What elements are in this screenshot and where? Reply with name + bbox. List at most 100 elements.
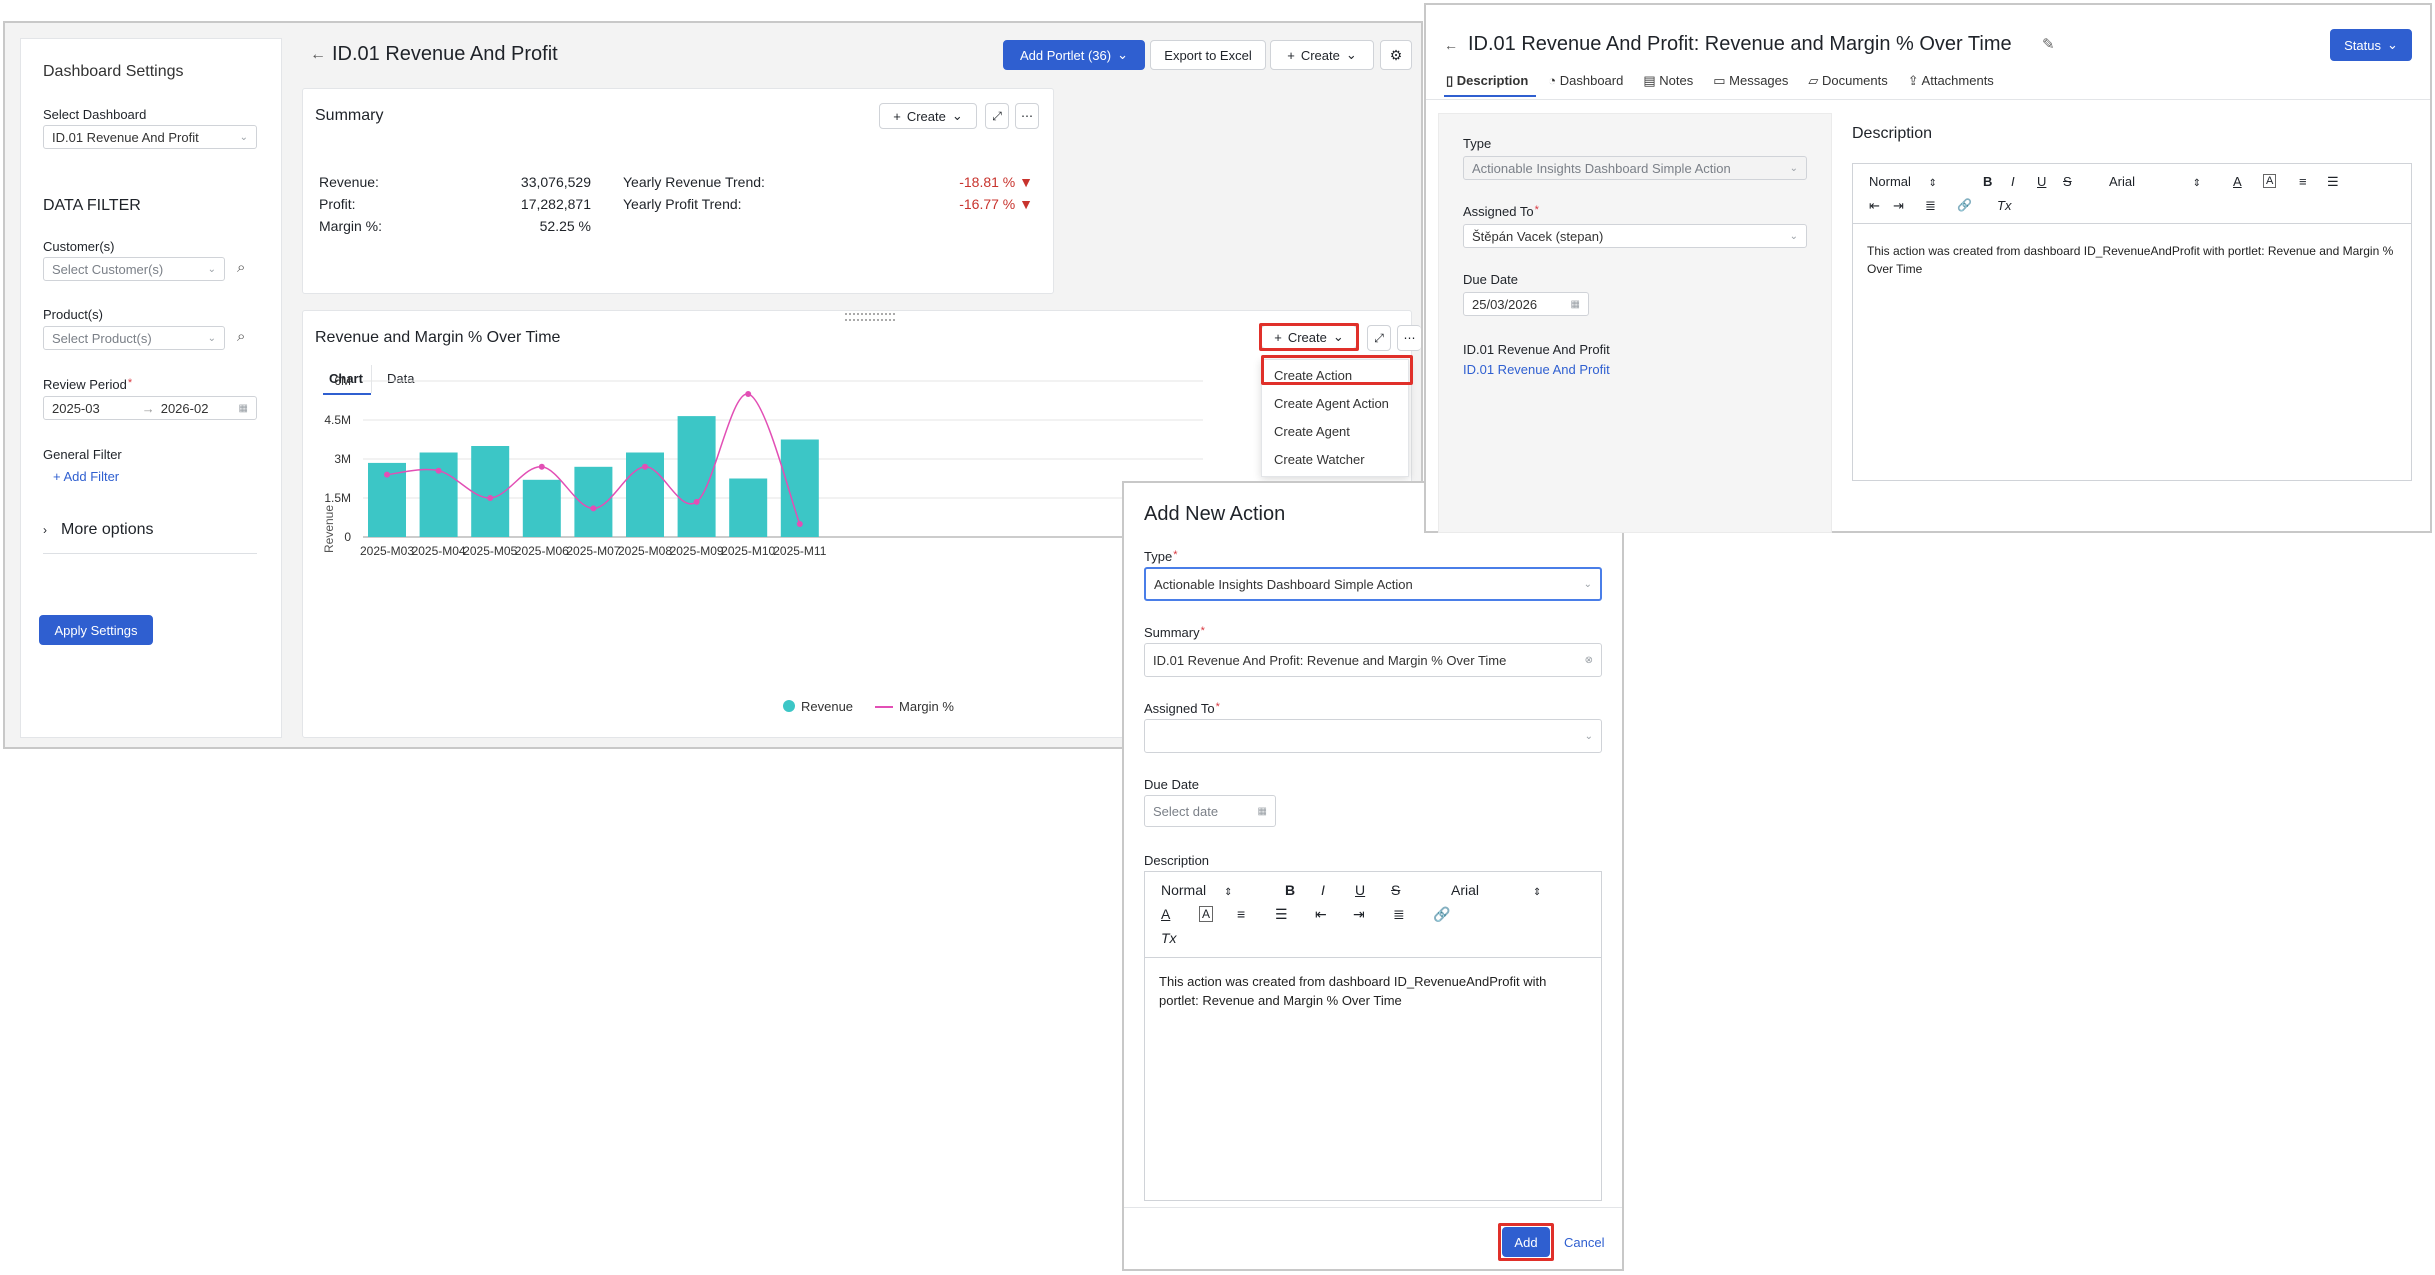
margin-point[interactable] [590,505,597,512]
tab-notes[interactable]: ▤ Notes [1643,73,1693,89]
back-arrow-icon[interactable]: ← [1444,37,1458,53]
summary-create-button[interactable]: + Create ⌄ [879,103,977,129]
gear-icon[interactable]: ⚙ [1380,40,1412,70]
description-text[interactable]: This action was created from dashboard I… [1159,974,1547,1008]
format-select[interactable]: Normal ⇕ [1869,174,1937,189]
add-filter-link[interactable]: + Add Filter [53,469,119,484]
due-date-input[interactable]: Select date ▦ [1144,795,1276,827]
expand-icon[interactable]: ⤢ [985,103,1009,129]
font-select[interactable]: Arial ⇕ [1451,882,1541,898]
menu-item-create-watcher[interactable]: Create Watcher [1274,452,1365,467]
assigned-to-select[interactable]: Štěpán Vacek (stepan) ⌄ [1463,224,1807,248]
bar-revenue[interactable] [729,478,768,538]
ordered-list-icon[interactable]: ≡ [1237,906,1246,922]
margin-point[interactable] [642,463,648,470]
link-icon[interactable]: 🔗 [1957,198,1972,212]
bar-revenue[interactable] [677,416,716,537]
text-color-icon[interactable]: A [1161,906,1171,922]
legend-margin[interactable]: Margin % [875,699,954,714]
margin-point[interactable] [538,463,545,470]
bold-icon[interactable]: B [1285,882,1296,898]
align-icon[interactable]: ≣ [1393,906,1405,922]
summary-input[interactable]: ID.01 Revenue And Profit: Revenue and Ma… [1144,643,1602,677]
margin-point[interactable] [384,471,390,478]
apply-settings-button[interactable]: Apply Settings [39,615,153,645]
ordered-list-icon[interactable]: ≡ [2299,174,2307,189]
italic-icon[interactable]: I [2011,174,2015,189]
indent-icon[interactable]: ⇥ [1893,198,1904,213]
indent-icon[interactable]: ⇥ [1353,906,1365,922]
bold-icon[interactable]: B [1983,174,1993,189]
customers-select[interactable]: Select Customer(s) ⌄ [43,257,225,281]
search-icon[interactable]: ⌕ [237,259,246,276]
strikethrough-icon[interactable]: S [2063,174,2072,189]
margin-point[interactable] [796,521,803,527]
highlight-icon[interactable]: A [1199,906,1214,922]
bullet-list-icon[interactable]: ☰ [2327,174,2339,189]
highlight-icon[interactable]: A [2263,174,2277,188]
header-create-button[interactable]: + Create ⌄ [1270,40,1374,70]
underline-icon[interactable]: U [1355,882,1366,898]
clear-format-icon[interactable]: Tx [1997,198,2012,213]
products-select[interactable]: Select Product(s) ⌄ [43,326,225,350]
bar-revenue[interactable] [419,452,458,538]
drag-handle-icon[interactable] [845,313,895,321]
status-button[interactable]: Status ⌄ [2330,29,2412,61]
chart-line [384,391,803,527]
legend-revenue[interactable]: Revenue [783,699,853,714]
tab-chart[interactable]: Chart [329,371,363,386]
more-options-toggle[interactable]: › More options [43,521,154,539]
dashboard-link[interactable]: ID.01 Revenue And Profit [1463,362,1610,377]
italic-icon[interactable]: I [1321,882,1325,898]
menu-item-create-agent[interactable]: Create Agent [1274,424,1350,439]
bar-revenue[interactable] [471,446,510,537]
assigned-to-select[interactable]: ⌄ [1144,719,1602,753]
export-excel-button[interactable]: Export to Excel [1150,40,1266,70]
margin-point[interactable] [745,391,752,397]
bar-revenue[interactable] [522,479,561,537]
expand-icon[interactable]: ⤢ [1367,325,1391,351]
search-icon[interactable]: ⌕ [237,328,246,345]
margin-point[interactable] [487,495,494,501]
font-select[interactable]: Arial ⇕ [2109,174,2201,189]
description-text[interactable]: This action was created from dashboard I… [1867,244,2394,276]
review-to[interactable]: 2026-02 [160,400,209,416]
menu-item-create-action[interactable]: Create Action [1274,368,1353,383]
add-portlet-button[interactable]: Add Portlet (36) ⌄ [1003,40,1145,70]
more-icon[interactable]: ⋯ [1015,103,1039,129]
tab-messages[interactable]: ▭ Messages [1713,73,1788,89]
bar-revenue[interactable] [780,439,819,538]
tab-description[interactable]: ▯ Description [1446,73,1528,89]
clear-icon[interactable]: ⊗ [1584,654,1593,666]
tab-attachments[interactable]: ⇪ Attachments [1908,73,1994,89]
format-select[interactable]: Normal ⇕ [1161,882,1232,898]
text-color-icon[interactable]: A [2233,174,2242,189]
margin-point[interactable] [693,498,700,505]
chevron-down-icon: ⌄ [1789,162,1798,174]
tab-dashboard[interactable]: ◔ Dashboard [1548,73,1623,89]
review-period-range[interactable]: 2025-03 → 2026-02 ▦ [43,396,257,420]
add-button[interactable]: Add [1502,1227,1550,1257]
more-icon[interactable]: ⋯ [1397,325,1421,351]
kpi-row: Margin %: 52.25 % [319,215,591,237]
underline-icon[interactable]: U [2037,174,2047,189]
align-icon[interactable]: ≣ [1925,198,1936,213]
outdent-icon[interactable]: ⇤ [1869,198,1880,213]
margin-point[interactable] [435,467,442,474]
menu-item-create-agent-action[interactable]: Create Agent Action [1274,396,1389,411]
clear-format-icon[interactable]: Tx [1161,930,1177,946]
cancel-button[interactable]: Cancel [1564,1235,1605,1250]
type-select[interactable]: Actionable Insights Dashboard Simple Act… [1463,156,1807,180]
review-from[interactable]: 2025-03 [52,400,100,416]
select-dashboard-dropdown[interactable]: ID.01 Revenue And Profit ⌄ [43,125,257,149]
due-date-input[interactable]: 25/03/2026 ▦ [1463,292,1589,316]
strikethrough-icon[interactable]: S [1391,882,1401,898]
tab-data[interactable]: Data [387,371,415,386]
tab-documents[interactable]: ▱ Documents [1808,73,1887,89]
type-select[interactable]: Actionable Insights Dashboard Simple Act… [1144,567,1602,601]
bullet-list-icon[interactable]: ☰ [1275,906,1288,922]
back-arrow-icon[interactable]: ← [310,46,326,63]
edit-pencil-icon[interactable]: ✎ [2042,36,2055,53]
outdent-icon[interactable]: ⇤ [1315,906,1327,922]
link-icon[interactable]: 🔗 [1433,906,1451,922]
